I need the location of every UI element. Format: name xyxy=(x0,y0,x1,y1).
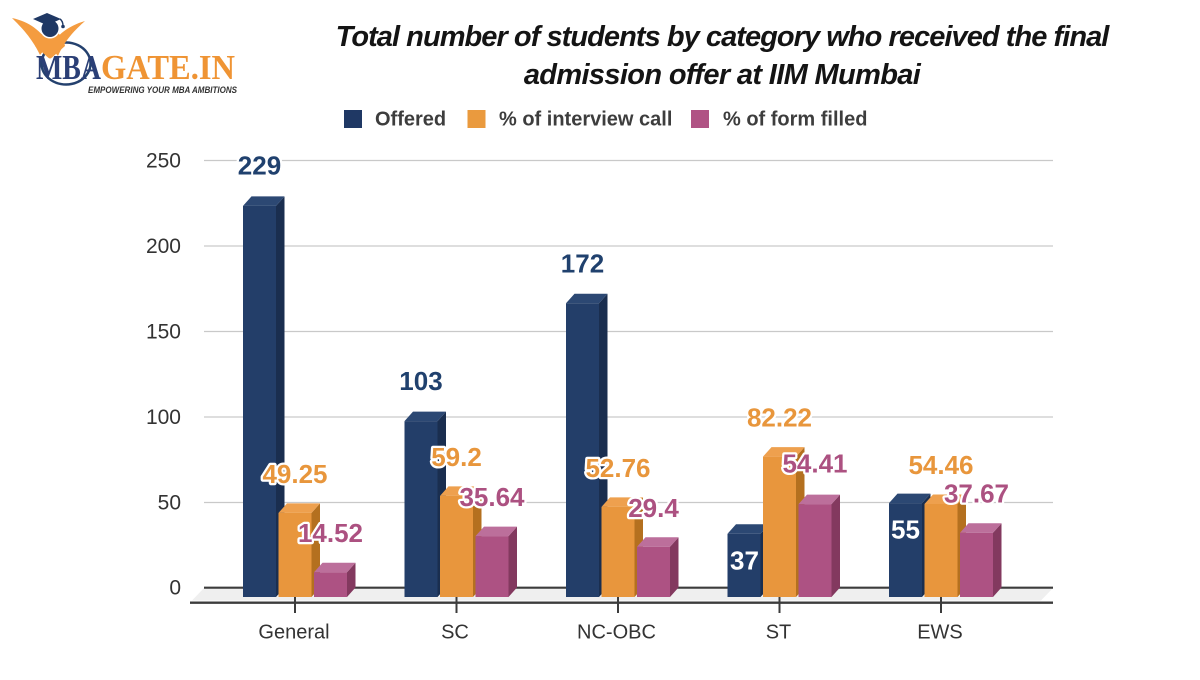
svg-text:Total number of students by ca: Total number of students by category who… xyxy=(336,21,1111,53)
svg-text:14.52: 14.52 xyxy=(298,518,363,548)
svg-text:35.64: 35.64 xyxy=(459,482,525,512)
svg-text:GATE.IN: GATE.IN xyxy=(101,48,235,87)
svg-text:172: 172 xyxy=(561,249,604,279)
svg-text:49.25: 49.25 xyxy=(262,459,327,489)
svg-text:29.4: 29.4 xyxy=(628,493,679,523)
svg-text:100: 100 xyxy=(146,406,181,429)
svg-text:SC: SC xyxy=(441,622,469,644)
svg-text:229: 229 xyxy=(238,151,281,181)
svg-text:150: 150 xyxy=(146,321,181,344)
svg-text:52.76: 52.76 xyxy=(585,453,650,483)
svg-text:82.22: 82.22 xyxy=(747,403,812,433)
svg-text:ST: ST xyxy=(766,622,792,644)
svg-text:50: 50 xyxy=(158,492,181,515)
svg-text:200: 200 xyxy=(146,235,181,258)
svg-text:54.46: 54.46 xyxy=(908,450,973,480)
svg-text:EWS: EWS xyxy=(917,622,963,644)
svg-text:55: 55 xyxy=(891,515,920,545)
svg-text:37: 37 xyxy=(730,546,759,576)
svg-text:Offered: Offered xyxy=(375,109,446,131)
svg-text:NC-OBC: NC-OBC xyxy=(577,622,656,644)
svg-text:General: General xyxy=(258,622,329,644)
svg-text:% of form filled: % of form filled xyxy=(723,109,867,131)
svg-text:59.2: 59.2 xyxy=(431,442,482,472)
svg-text:103: 103 xyxy=(399,366,442,396)
svg-text:% of interview call: % of interview call xyxy=(499,109,672,131)
svg-text:54.41: 54.41 xyxy=(782,448,847,478)
svg-text:0: 0 xyxy=(169,577,181,600)
svg-text:250: 250 xyxy=(146,150,181,173)
svg-text:37.67: 37.67 xyxy=(944,479,1009,509)
svg-text:admission offer at IIM Mumbai: admission offer at IIM Mumbai xyxy=(524,59,922,91)
svg-text:MBA: MBA xyxy=(36,48,102,87)
svg-text:EMPOWERING YOUR MBA AMBITIONS: EMPOWERING YOUR MBA AMBITIONS xyxy=(88,85,238,96)
